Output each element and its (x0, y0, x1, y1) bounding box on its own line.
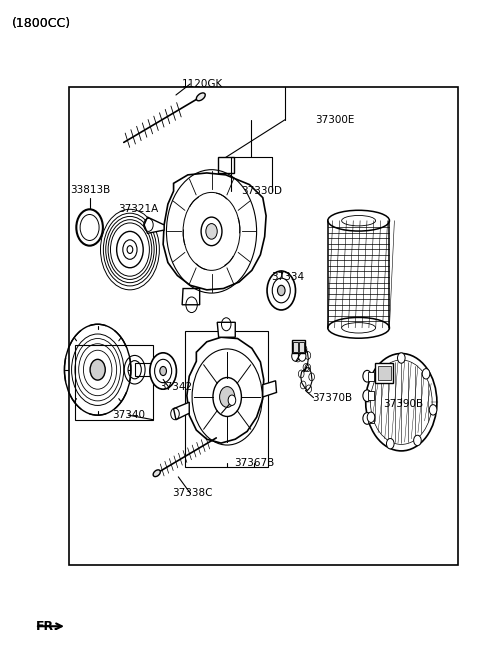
Polygon shape (217, 322, 235, 337)
Ellipse shape (153, 470, 160, 477)
Circle shape (201, 217, 222, 246)
Circle shape (228, 395, 236, 405)
Circle shape (363, 370, 372, 382)
Circle shape (206, 223, 217, 239)
Bar (135, 364, 151, 376)
Polygon shape (163, 173, 266, 290)
Bar (375, 364, 393, 383)
Circle shape (160, 366, 167, 375)
Text: 37367B: 37367B (234, 458, 275, 468)
Circle shape (429, 405, 437, 415)
Text: 37334: 37334 (271, 272, 304, 282)
Ellipse shape (328, 318, 389, 338)
Bar (292, 341, 305, 354)
Circle shape (367, 412, 375, 422)
Ellipse shape (328, 210, 389, 231)
Bar (69, 87, 458, 565)
Circle shape (366, 354, 437, 451)
Circle shape (219, 386, 235, 407)
Polygon shape (182, 289, 200, 305)
Bar (299, 342, 303, 352)
Circle shape (213, 377, 241, 417)
Bar (368, 371, 374, 381)
Circle shape (386, 438, 394, 449)
Polygon shape (174, 402, 189, 420)
Circle shape (299, 351, 306, 362)
Text: 37390B: 37390B (384, 399, 424, 409)
Text: FR.: FR. (36, 620, 59, 633)
Text: 37342: 37342 (159, 383, 192, 392)
Circle shape (292, 351, 300, 362)
Circle shape (414, 435, 421, 445)
Text: 37340: 37340 (112, 410, 145, 420)
Circle shape (397, 353, 405, 364)
Text: (1800CC): (1800CC) (12, 17, 72, 30)
Polygon shape (218, 157, 234, 173)
Text: 37300E: 37300E (315, 115, 355, 124)
Bar (368, 414, 374, 423)
Circle shape (90, 360, 105, 380)
Circle shape (363, 390, 372, 402)
Bar (378, 365, 391, 380)
Text: 37321A: 37321A (118, 204, 158, 214)
Circle shape (150, 353, 177, 389)
Circle shape (422, 369, 430, 379)
Polygon shape (144, 217, 164, 233)
Text: 37370B: 37370B (312, 392, 353, 403)
Text: 33813B: 33813B (71, 185, 111, 195)
Text: 37338C: 37338C (172, 488, 213, 498)
Bar (75, 345, 153, 420)
Polygon shape (187, 337, 264, 443)
Bar (185, 331, 268, 467)
Polygon shape (263, 381, 276, 397)
Circle shape (127, 246, 133, 253)
Text: 37330D: 37330D (241, 186, 282, 196)
Circle shape (267, 271, 296, 310)
Text: 1120GK: 1120GK (181, 79, 223, 89)
Text: (1800CC): (1800CC) (12, 17, 72, 30)
Circle shape (363, 413, 372, 424)
Circle shape (277, 286, 285, 295)
Bar (368, 391, 374, 400)
Ellipse shape (196, 93, 205, 101)
Bar (293, 342, 298, 352)
